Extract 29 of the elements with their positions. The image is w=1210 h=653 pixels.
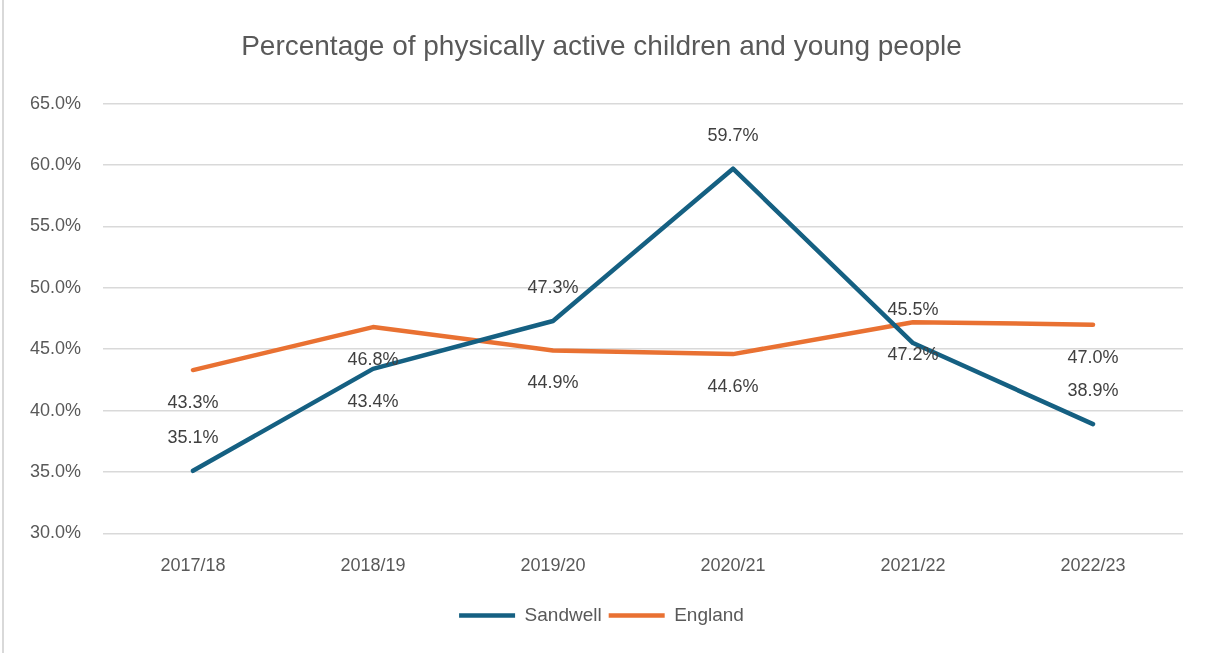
y-tick-label: 40.0% [29,399,81,420]
y-tick-label: 55.0% [29,215,81,236]
x-tick-label: 2021/22 [880,555,946,576]
legend-label: Sandwell [524,603,602,625]
data-label: 47.2% [887,344,939,365]
y-tick-label: 45.0% [29,338,81,359]
data-label: 44.9% [527,372,579,393]
data-label: 43.4% [347,390,399,411]
y-tick-label: 30.0% [29,522,81,543]
data-label: 43.3% [167,392,219,413]
chart-title: Percentage of physically active children and young people [241,29,962,61]
x-tick-label: 2017/18 [160,555,226,576]
data-label: 35.1% [167,426,219,447]
x-tick-label: 2018/19 [340,555,406,576]
data-label: 47.3% [527,276,579,297]
data-label: 44.6% [707,376,759,397]
x-tick-label: 2019/20 [520,555,586,576]
y-tick-label: 60.0% [29,153,81,174]
data-label: 59.7% [707,124,759,145]
y-tick-label: 35.0% [29,460,81,481]
data-label: 46.8% [347,349,399,370]
data-label: 38.9% [1067,380,1119,401]
data-label: 45.5% [887,299,939,320]
y-tick-label: 65.0% [29,92,81,113]
y-tick-label: 50.0% [29,276,81,297]
x-tick-label: 2020/21 [700,555,766,576]
x-tick-label: 2022/23 [1060,555,1126,576]
legend-label: England [674,603,744,625]
data-label: 47.0% [1067,346,1119,367]
